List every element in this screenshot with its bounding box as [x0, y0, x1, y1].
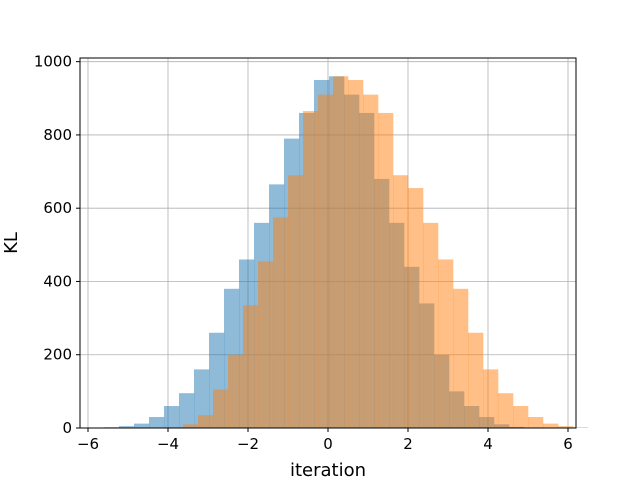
histogram-bars — [104, 76, 589, 429]
histogram-bar — [318, 94, 334, 428]
x-tick-label: 2 — [403, 435, 413, 453]
histogram-bar — [134, 423, 150, 428]
y-tick-label: 800 — [43, 126, 72, 144]
histogram-bar — [483, 369, 499, 428]
x-tick-label: 0 — [323, 435, 333, 453]
histogram-bar — [453, 288, 469, 428]
histogram-bar — [378, 112, 394, 428]
histogram-bar — [183, 424, 199, 428]
histogram-bar — [573, 427, 589, 428]
histogram-bar — [468, 332, 484, 428]
histogram-bar — [149, 417, 165, 428]
x-tick-label: −6 — [77, 435, 99, 453]
histogram-bar — [363, 94, 379, 428]
histogram-bar — [438, 259, 454, 428]
x-tick-label: 4 — [483, 435, 493, 453]
histogram-bar — [303, 111, 319, 429]
y-tick-label: 200 — [43, 346, 72, 364]
histogram-bar — [393, 175, 409, 428]
histogram-bar — [194, 369, 210, 428]
histogram-bar — [164, 406, 180, 428]
x-tick-label: 6 — [563, 435, 573, 453]
histogram-bar — [119, 426, 135, 428]
histogram-bar — [179, 393, 195, 428]
histogram-bar — [228, 354, 244, 428]
histogram-bar — [348, 79, 364, 429]
histogram-bar — [243, 305, 259, 428]
y-tick-label: 1000 — [34, 53, 72, 71]
histogram-bar — [288, 175, 304, 428]
y-tick-label: 400 — [43, 272, 72, 290]
histogram-bar — [408, 188, 424, 428]
y-axis-ticks: 0 200 400 600 800 1000 — [34, 53, 80, 437]
histogram-bar — [558, 426, 574, 428]
y-tick-label: 0 — [62, 419, 72, 437]
y-axis-label: KL — [1, 232, 22, 254]
x-axis-ticks: −6 −4 −2 0 2 4 6 — [77, 428, 573, 453]
histogram-bar — [258, 261, 274, 428]
x-tick-label: −4 — [157, 435, 179, 453]
histogram-bar — [513, 406, 529, 428]
histogram-bar — [198, 415, 214, 428]
histogram-series-2 — [168, 76, 589, 429]
histogram-bar — [528, 417, 544, 428]
histogram-bar — [273, 217, 289, 428]
x-tick-label: −2 — [237, 435, 259, 453]
histogram-bar — [333, 76, 349, 428]
histogram-bar — [213, 389, 229, 428]
histogram-bar — [543, 423, 559, 428]
histogram-bar — [423, 222, 439, 428]
x-axis-label: iteration — [290, 460, 366, 480]
y-tick-label: 600 — [43, 199, 72, 217]
histogram-bar — [498, 393, 514, 428]
